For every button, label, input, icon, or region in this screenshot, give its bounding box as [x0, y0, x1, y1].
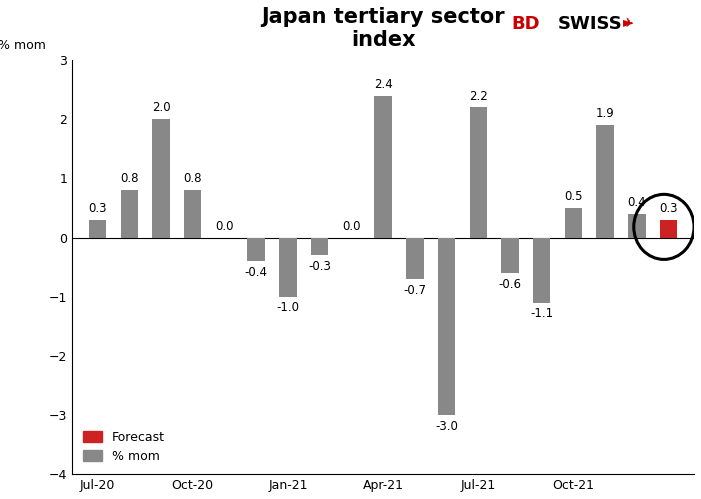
Text: -0.6: -0.6 — [498, 278, 522, 291]
Bar — [565, 208, 583, 238]
Bar — [247, 238, 265, 261]
Bar — [89, 220, 107, 238]
Bar — [152, 119, 170, 238]
Text: 0.4: 0.4 — [627, 196, 646, 209]
Text: -3.0: -3.0 — [435, 420, 458, 433]
Bar — [121, 190, 138, 238]
Bar — [374, 95, 392, 238]
Bar — [628, 214, 646, 238]
Text: 0.8: 0.8 — [120, 173, 139, 186]
Text: ►: ► — [622, 15, 633, 29]
Text: 0.0: 0.0 — [215, 220, 233, 233]
Text: ✈: ✈ — [622, 17, 633, 30]
Text: -1.1: -1.1 — [530, 307, 553, 320]
Text: 2.0: 2.0 — [151, 101, 170, 114]
Bar — [597, 125, 614, 238]
Bar — [279, 238, 297, 297]
Text: % mom: % mom — [0, 39, 46, 52]
Text: BD: BD — [512, 15, 540, 33]
Legend: Forecast, % mom: Forecast, % mom — [79, 426, 170, 468]
Text: SWISS: SWISS — [557, 15, 622, 33]
Bar — [533, 238, 550, 302]
Text: -0.3: -0.3 — [308, 260, 331, 273]
Text: -0.4: -0.4 — [245, 266, 268, 279]
Text: 0.3: 0.3 — [88, 202, 107, 215]
Bar — [184, 190, 201, 238]
Bar — [406, 238, 423, 279]
Text: 0.8: 0.8 — [184, 173, 202, 186]
Text: 0.5: 0.5 — [564, 190, 583, 203]
Bar — [311, 238, 328, 255]
Bar — [438, 238, 455, 415]
Bar — [470, 107, 487, 238]
Text: 1.9: 1.9 — [596, 107, 615, 120]
Text: -0.7: -0.7 — [403, 283, 426, 297]
Text: 2.4: 2.4 — [374, 78, 393, 91]
Title: Japan tertiary sector
index: Japan tertiary sector index — [261, 7, 505, 50]
Text: 0.3: 0.3 — [660, 202, 678, 215]
Text: 0.0: 0.0 — [342, 220, 360, 233]
Bar — [501, 238, 519, 273]
Text: 2.2: 2.2 — [469, 90, 488, 103]
Text: -1.0: -1.0 — [276, 301, 299, 314]
Bar — [660, 220, 677, 238]
